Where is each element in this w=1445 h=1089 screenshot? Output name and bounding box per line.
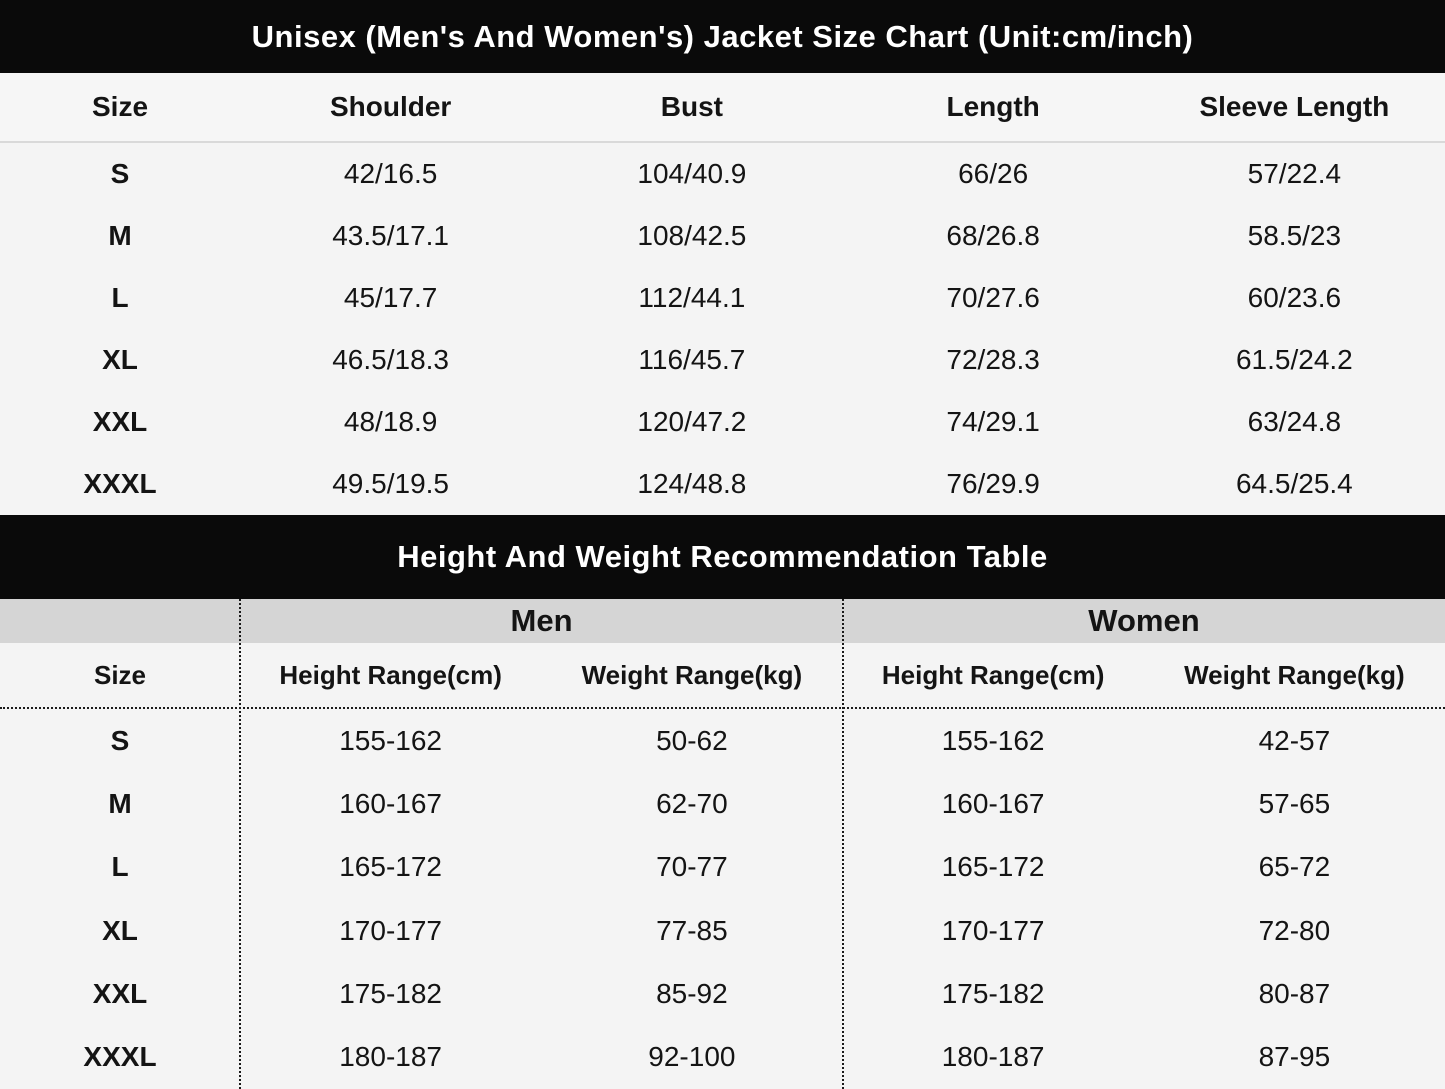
- length-value: 76/29.9: [946, 468, 1040, 499]
- size-label: M: [108, 220, 132, 251]
- dotted-horizontal-divider: [0, 707, 1445, 709]
- shoulder-value: 48/18.9: [343, 406, 438, 437]
- group-header-women: Women: [1088, 603, 1200, 638]
- table-row-m: M 43.5/17.1 108/42.5 68/26.8 58.5/23: [0, 205, 1445, 267]
- women-weight-value: 57-65: [1258, 787, 1331, 819]
- women-height-value: 170-177: [941, 914, 1045, 946]
- women-height-value: 180-187: [941, 1041, 1045, 1073]
- length-value: 74/29.1: [946, 406, 1040, 437]
- size-label: XL: [102, 344, 138, 375]
- column-header-length: Length: [946, 91, 1040, 122]
- size-label: XXL: [92, 977, 148, 1009]
- men-height-value: 170-177: [339, 914, 442, 946]
- women-height-value: 175-182: [941, 977, 1045, 1009]
- size-label: L: [111, 851, 129, 883]
- sleeve-value: 57/22.4: [1247, 158, 1342, 189]
- sleeve-value: 61.5/24.2: [1235, 344, 1353, 375]
- men-weight-value: 50-62: [656, 724, 728, 756]
- shoulder-value: 46.5/18.3: [332, 344, 450, 375]
- sleeve-value: 64.5/25.4: [1235, 468, 1353, 499]
- table-row-xxxl: XXXL 180-187 92-100 180-187 87-95: [0, 1026, 1445, 1089]
- women-weight-value: 42-57: [1258, 724, 1331, 756]
- jacket-table-header-row: Size Shoulder Bust Length Sleeve Length: [0, 73, 1445, 143]
- size-label: L: [111, 282, 129, 313]
- size-label: XXXL: [83, 468, 157, 499]
- length-value: 68/26.8: [946, 220, 1040, 251]
- table-row-xxl: XXL 175-182 85-92 175-182 80-87: [0, 962, 1445, 1025]
- women-weight-value: 87-95: [1258, 1041, 1331, 1073]
- table-row-xl: XL 46.5/18.3 116/45.7 72/28.3 61.5/24.2: [0, 329, 1445, 391]
- column-header-size: Size: [93, 659, 147, 690]
- men-weight-value: 92-100: [648, 1041, 736, 1073]
- column-header-men-weight: Weight Range(kg): [581, 659, 803, 690]
- shoulder-value: 49.5/19.5: [332, 468, 450, 499]
- length-value: 70/27.6: [946, 282, 1040, 313]
- column-header-men-height: Height Range(cm): [279, 659, 502, 690]
- table-row-xxl: XXL 48/18.9 120/47.2 74/29.1 63/24.8: [0, 391, 1445, 453]
- size-label: M: [108, 787, 132, 819]
- shoulder-value: 43.5/17.1: [332, 220, 450, 251]
- men-weight-value: 62-70: [656, 787, 728, 819]
- group-header-men: Men: [510, 603, 573, 638]
- table-row-l: L 45/17.7 112/44.1 70/27.6 60/23.6: [0, 267, 1445, 329]
- men-height-value: 160-167: [339, 787, 442, 819]
- height-weight-table-body: S 155-162 50-62 155-162 42-57 M 160-167 …: [0, 709, 1445, 1089]
- jacket-size-chart-title: Unisex (Men's And Women's) Jacket Size C…: [251, 18, 1194, 54]
- size-label: XXL: [92, 406, 148, 437]
- column-header-shoulder: Shoulder: [329, 91, 452, 122]
- height-weight-header-row: Size Height Range(cm) Weight Range(kg) H…: [0, 643, 1445, 707]
- sleeve-value: 63/24.8: [1247, 406, 1342, 437]
- column-header-women-weight: Weight Range(kg): [1184, 659, 1405, 690]
- women-weight-value: 65-72: [1258, 851, 1331, 883]
- women-height-value: 155-162: [941, 724, 1045, 756]
- men-weight-value: 70-77: [656, 851, 728, 883]
- height-weight-title-bar: Height And Weight Recommendation Table: [0, 515, 1445, 599]
- table-row-xxxl: XXXL 49.5/19.5 124/48.8 76/29.9 64.5/25.…: [0, 453, 1445, 515]
- jacket-size-chart-title-bar: Unisex (Men's And Women's) Jacket Size C…: [0, 0, 1445, 73]
- column-header-women-height: Height Range(cm): [881, 659, 1105, 690]
- men-height-value: 165-172: [339, 851, 442, 883]
- height-weight-title: Height And Weight Recommendation Table: [397, 539, 1048, 574]
- table-row-s: S 155-162 50-62 155-162 42-57: [0, 709, 1445, 772]
- dotted-vertical-divider-size-men: [239, 599, 241, 1089]
- size-label: XL: [102, 914, 138, 946]
- gender-group-header-row: Men Women: [0, 599, 1445, 643]
- men-weight-value: 77-85: [656, 914, 728, 946]
- women-height-value: 160-167: [941, 787, 1045, 819]
- column-header-sleeve-length: Sleeve Length: [1199, 91, 1390, 122]
- table-row-s: S 42/16.5 104/40.9 66/26 57/22.4: [0, 143, 1445, 205]
- bust-value: 120/47.2: [637, 406, 747, 437]
- table-row-m: M 160-167 62-70 160-167 57-65: [0, 772, 1445, 835]
- women-height-value: 165-172: [941, 851, 1045, 883]
- bust-value: 124/48.8: [637, 468, 747, 499]
- sleeve-value: 58.5/23: [1247, 220, 1342, 251]
- column-header-size: Size: [91, 91, 149, 122]
- men-weight-value: 85-92: [656, 977, 728, 1009]
- women-weight-value: 80-87: [1258, 977, 1331, 1009]
- women-weight-value: 72-80: [1258, 914, 1331, 946]
- column-header-bust: Bust: [660, 91, 723, 122]
- table-row-xl: XL 170-177 77-85 170-177 72-80: [0, 899, 1445, 962]
- size-label: S: [110, 724, 130, 756]
- bust-value: 104/40.9: [637, 158, 747, 189]
- men-height-value: 175-182: [339, 977, 442, 1009]
- dotted-vertical-divider-men-women: [842, 599, 844, 1089]
- size-label: S: [110, 158, 130, 189]
- shoulder-value: 45/17.7: [343, 282, 438, 313]
- shoulder-value: 42/16.5: [343, 158, 438, 189]
- bust-value: 108/42.5: [637, 220, 747, 251]
- length-value: 66/26: [958, 158, 1029, 189]
- length-value: 72/28.3: [946, 344, 1040, 375]
- size-label: XXXL: [83, 1041, 157, 1073]
- table-row-l: L 165-172 70-77 165-172 65-72: [0, 836, 1445, 899]
- sleeve-value: 60/23.6: [1247, 282, 1342, 313]
- bust-value: 112/44.1: [638, 282, 746, 313]
- bust-value: 116/45.7: [638, 344, 746, 375]
- men-height-value: 180-187: [339, 1041, 442, 1073]
- men-height-value: 155-162: [339, 724, 442, 756]
